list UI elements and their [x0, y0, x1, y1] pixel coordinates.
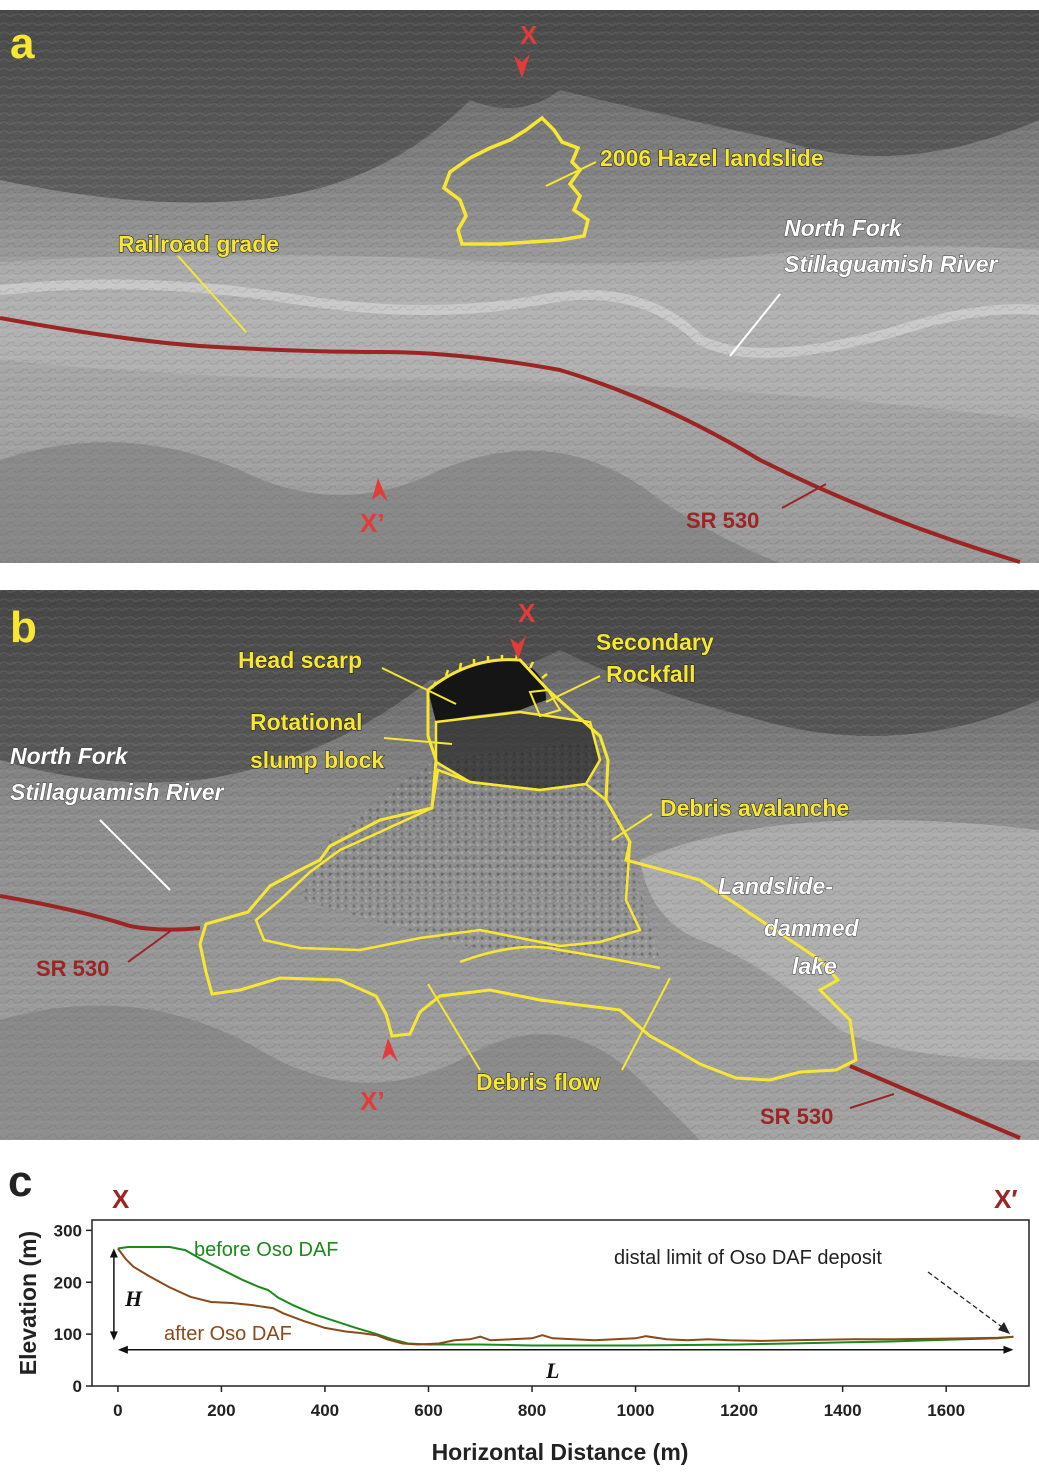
- hazel-leader: [545, 161, 597, 187]
- x-tick-label-3: 600: [414, 1401, 442, 1420]
- river-leader-b: [99, 819, 171, 891]
- x-axis: 0 200 400 600 800 1000 1200 1400 1600: [113, 1386, 965, 1420]
- length-arrow-head-right: [1003, 1345, 1014, 1354]
- river-label-b-line1: North Fork: [10, 743, 129, 769]
- x-tick-label-2: 400: [311, 1401, 339, 1420]
- slump-block-area: [436, 712, 600, 790]
- panel-letter-b: b: [10, 603, 37, 652]
- lake-label-line2: dammed: [764, 915, 860, 941]
- sr530-label-b-right: SR 530: [760, 1104, 833, 1129]
- head-scarp-leader: [381, 667, 457, 705]
- panel-letter-c: c: [8, 1157, 32, 1206]
- x-tick-label-1: 200: [207, 1401, 235, 1420]
- sr530-road-a: [0, 316, 1021, 564]
- section-arrow-xprime-a: [372, 478, 388, 502]
- panel-b: b X X’ Head scarp Secondary Rockfall Rot…: [0, 590, 1039, 1140]
- y-tick-label-3: 300: [54, 1221, 82, 1240]
- railroad-label: Railroad grade: [118, 231, 279, 257]
- y-axis-title: Elevation (m): [15, 1231, 41, 1375]
- x-tick-label-7: 1400: [824, 1401, 862, 1420]
- debris-flow-leader-right: [621, 977, 671, 1071]
- section-start-label-b: X: [518, 598, 536, 628]
- sr530-leader-b-right: [849, 1093, 895, 1109]
- plot-frame: [91, 1219, 1030, 1387]
- foothills-b: [0, 1005, 700, 1140]
- series-after-line: [117, 1247, 1014, 1346]
- panel-a: a X X’ 2006 Hazel landslide Railroad gra…: [0, 10, 1039, 564]
- section-arrow-x-b: [510, 636, 526, 660]
- debris-flow-leader-left: [427, 983, 481, 1071]
- hazel-landslide-outline: [441, 115, 590, 246]
- section-arrow-xprime-b: [382, 1038, 398, 1062]
- lake-label-line1: Landslide-: [718, 873, 833, 899]
- y-tick-label-2: 200: [54, 1273, 82, 1292]
- before-label: before Oso DAF: [194, 1239, 339, 1261]
- panel-letter-a: a: [10, 19, 35, 68]
- y-tick-label-1: 100: [54, 1325, 82, 1344]
- y-tick-label-0: 0: [73, 1377, 82, 1396]
- river-label-a-line2: Stillaguamish River: [784, 251, 999, 277]
- river-leader-a: [729, 293, 781, 357]
- section-arrow-x-a: [514, 54, 530, 78]
- section-start-label-c: X: [112, 1184, 130, 1214]
- distal-label: distal limit of Oso DAF deposit: [614, 1247, 882, 1269]
- height-arrow-head-top: [109, 1248, 118, 1258]
- h-label: H: [124, 1286, 143, 1311]
- x-tick-label-0: 0: [113, 1401, 122, 1420]
- slump-leader: [383, 737, 453, 745]
- x-axis-title: Horizontal Distance (m): [432, 1439, 689, 1465]
- hazel-label: 2006 Hazel landslide: [600, 145, 824, 171]
- length-arrow-head-left: [117, 1345, 128, 1354]
- panel-c: c X X′ 0 200 400 600 800 1000 1200 1400 1600 0 10…: [8, 1157, 1030, 1465]
- rotational-label-line1: Rotational: [250, 709, 362, 735]
- section-end-label-b: X’: [360, 1086, 385, 1116]
- sr530-road-b-right: [849, 1064, 1021, 1140]
- sr530-label-b-left: SR 530: [36, 956, 109, 981]
- landslide-outline-main: [198, 658, 858, 1082]
- rotational-label-line2: slump block: [250, 747, 384, 773]
- section-end-label-c: X′: [994, 1184, 1018, 1214]
- x-tick-label-4: 800: [518, 1401, 546, 1420]
- debris-avalanche-label: Debris avalanche: [660, 795, 849, 821]
- x-tick-label-8: 1600: [927, 1401, 965, 1420]
- river-label-b-line2: Stillaguamish River: [10, 779, 225, 805]
- length-arrow: [117, 1345, 1014, 1354]
- river-label-a-line1: North Fork: [784, 215, 903, 241]
- y-axis: 0 100 200 300: [54, 1221, 92, 1396]
- x-tick-label-5: 1000: [617, 1401, 655, 1420]
- head-scarp-area: [428, 660, 546, 722]
- avalanche-leader: [611, 813, 653, 841]
- rockfall-leader: [545, 675, 601, 703]
- lake-label-line3: lake: [792, 953, 837, 979]
- secondary-rockfall-label-line2: Rockfall: [606, 661, 695, 687]
- debris-flow-divider: [459, 945, 661, 970]
- debris-flow-label: Debris flow: [476, 1069, 600, 1095]
- distal-leader: [927, 1271, 1007, 1331]
- after-label: after Oso DAF: [164, 1323, 292, 1345]
- railroad-leader: [177, 255, 247, 333]
- head-scarp-hachure: [430, 654, 548, 689]
- section-start-label-a: X: [520, 20, 538, 50]
- head-scarp-label: Head scarp: [238, 647, 362, 673]
- sr530-leader-b-left: [127, 929, 173, 963]
- height-arrow: [109, 1248, 118, 1341]
- sr530-leader-a: [781, 483, 827, 509]
- sr530-label-a: SR 530: [686, 508, 759, 533]
- section-end-label-a: X’: [360, 508, 385, 538]
- deposit-roughness: [300, 740, 660, 960]
- height-arrow-head-bottom: [109, 1331, 118, 1341]
- foothills-a: [0, 442, 780, 563]
- series-before-line: [117, 1246, 1014, 1347]
- l-label: L: [545, 1358, 559, 1383]
- secondary-rockfall-outline: [528, 688, 562, 718]
- distal-arrowhead: [998, 1322, 1010, 1334]
- x-tick-label-6: 1200: [720, 1401, 758, 1420]
- sr530-road-b-left: [0, 894, 201, 932]
- secondary-rockfall-label-line1: Secondary: [596, 629, 714, 655]
- texture-a: [0, 10, 1039, 563]
